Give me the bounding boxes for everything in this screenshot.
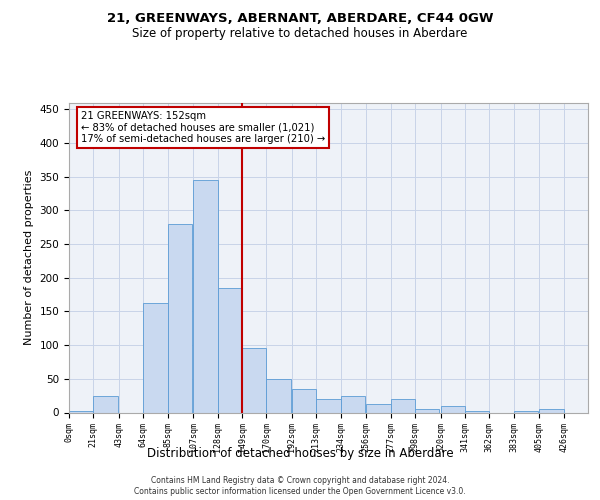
- Bar: [94, 396, 118, 412]
- Text: Contains public sector information licensed under the Open Government Licence v3: Contains public sector information licen…: [134, 488, 466, 496]
- Bar: [292, 389, 316, 412]
- Bar: [218, 288, 242, 412]
- Bar: [391, 399, 415, 412]
- Bar: [242, 348, 266, 412]
- Text: 21 GREENWAYS: 152sqm
← 83% of detached houses are smaller (1,021)
17% of semi-de: 21 GREENWAYS: 152sqm ← 83% of detached h…: [80, 110, 325, 144]
- Text: Contains HM Land Registry data © Crown copyright and database right 2024.: Contains HM Land Registry data © Crown c…: [151, 476, 449, 485]
- Bar: [539, 409, 563, 412]
- Bar: [143, 304, 167, 412]
- Bar: [415, 409, 439, 412]
- Text: Size of property relative to detached houses in Aberdare: Size of property relative to detached ho…: [133, 28, 467, 40]
- Bar: [366, 404, 391, 412]
- Bar: [193, 180, 218, 412]
- Bar: [266, 379, 291, 412]
- Bar: [316, 399, 341, 412]
- Bar: [341, 396, 365, 412]
- Bar: [514, 411, 538, 412]
- Bar: [440, 406, 465, 412]
- Bar: [167, 224, 192, 412]
- Bar: [465, 411, 490, 412]
- Y-axis label: Number of detached properties: Number of detached properties: [24, 170, 34, 345]
- Text: Distribution of detached houses by size in Aberdare: Distribution of detached houses by size …: [146, 448, 454, 460]
- Bar: [69, 411, 94, 412]
- Text: 21, GREENWAYS, ABERNANT, ABERDARE, CF44 0GW: 21, GREENWAYS, ABERNANT, ABERDARE, CF44 …: [107, 12, 493, 26]
